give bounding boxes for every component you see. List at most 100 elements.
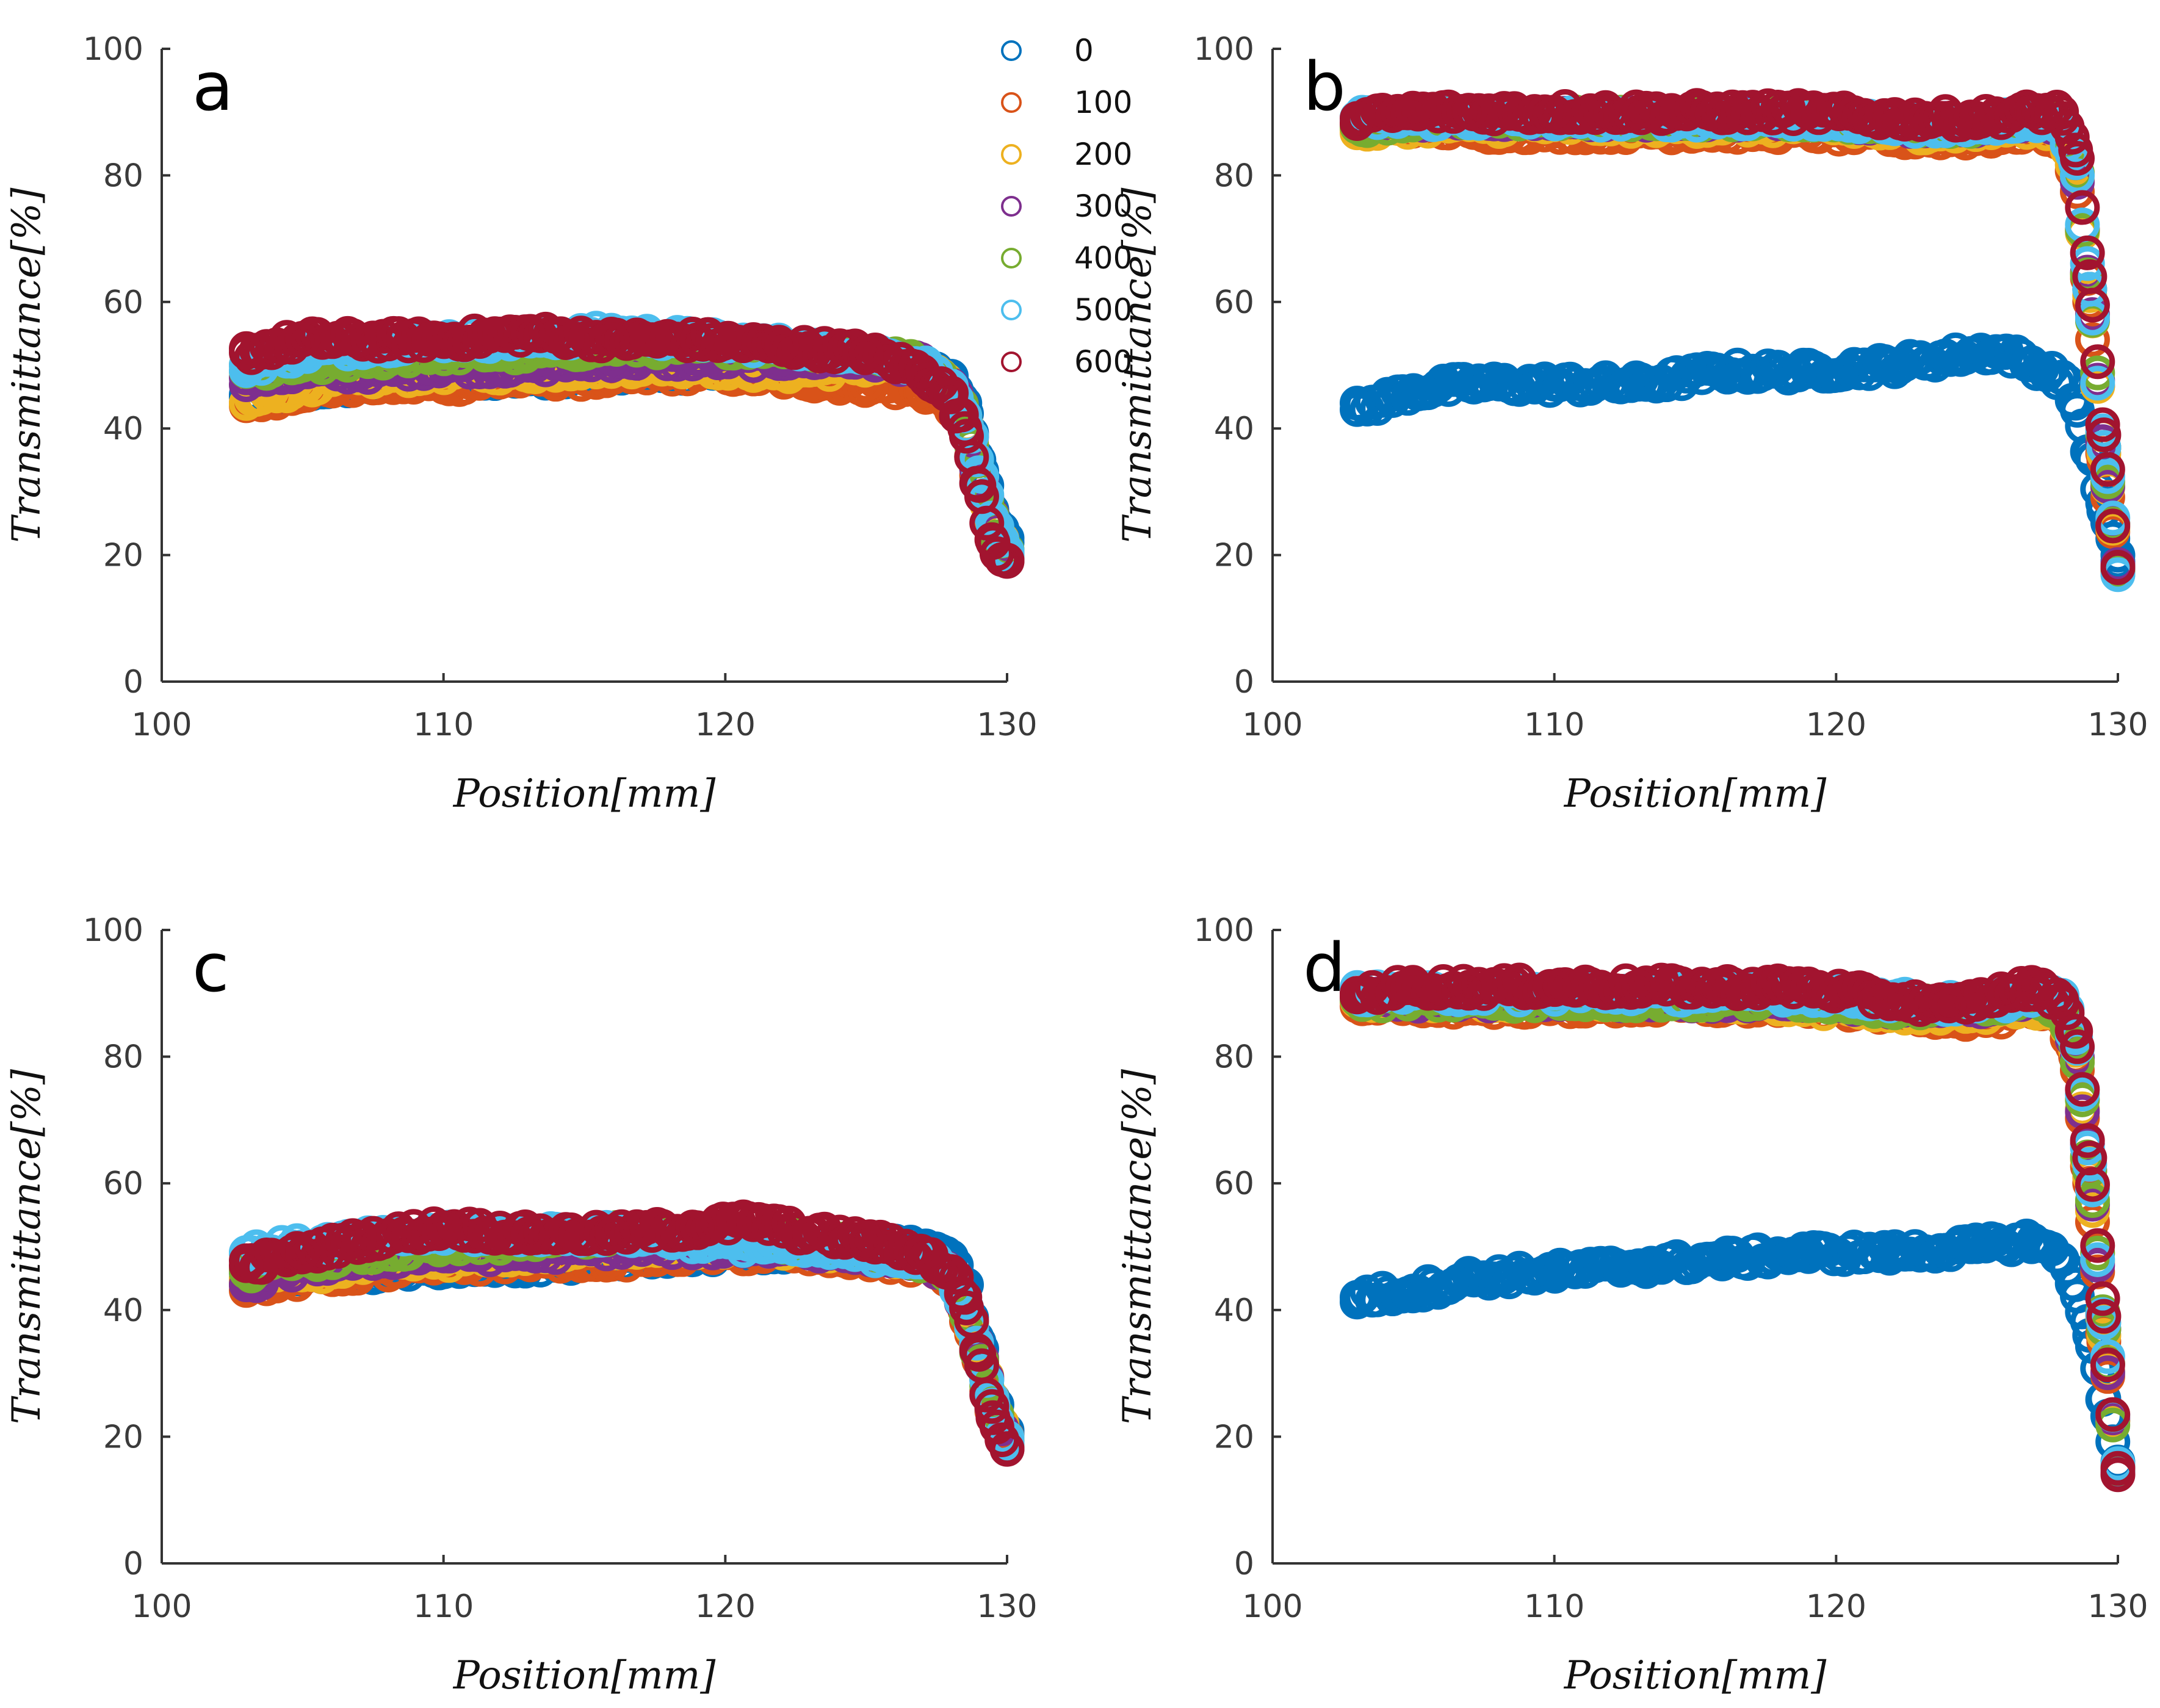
x-tick-label: 130 [977,707,1037,743]
data-point [2065,190,2100,225]
data-point [1340,101,1374,136]
data-point [1537,367,1572,402]
data-point [944,397,979,433]
legend-label: 100 [1074,85,1132,120]
data-point [1452,969,1487,1004]
legend-label: 400 [1074,240,1132,276]
x-axis-label: Position[mm] [453,1653,717,1698]
data-point [939,1259,974,1295]
y-tick-label: 80 [103,157,143,194]
data-point [2058,1014,2093,1049]
series-600 [229,1199,1025,1467]
data-point [2086,1299,2122,1334]
x-tick-label: 120 [1806,1588,1866,1625]
data-point [2095,1407,2131,1443]
data-point [1340,1280,1374,1315]
x-tick-label: 110 [1524,707,1584,743]
legend-label: 200 [1074,137,1132,172]
data-point [2072,1140,2108,1176]
y-tick-label: 100 [1194,31,1254,68]
data-point [848,1223,884,1258]
data-point [2060,158,2095,193]
data-point [2080,355,2115,391]
data-point [595,1216,630,1252]
data-point [1959,101,1995,136]
y-tick-label: 60 [1214,1166,1254,1202]
data-point [764,328,800,364]
y-axis-label: Transmittance[%] [4,1068,49,1424]
legend-marker [1001,248,1022,268]
data-point [1621,367,1656,402]
data-point [947,411,983,446]
legend-marker [1001,92,1022,113]
data-point [1875,348,1910,383]
legend-marker [1001,40,1022,61]
x-tick-label: 130 [2087,1588,2148,1625]
series-600 [1340,962,2136,1493]
data-point [2072,272,2108,307]
data-point [933,1255,969,1290]
y-tick-label: 40 [1214,411,1254,447]
data-point [2095,508,2131,544]
series-600 [1340,88,2136,585]
x-tick-label: 110 [413,707,474,743]
data-point [736,1203,771,1239]
data-point [1875,982,1910,1017]
data-point [2080,1242,2115,1277]
data-point [1959,1229,1995,1264]
y-tick-label: 20 [1214,538,1254,574]
series-600 [229,311,1025,579]
y-tick-label: 80 [103,1039,143,1076]
y-tick-label: 60 [103,1166,143,1202]
data-point [1452,95,1487,130]
data-point [1875,101,1910,136]
x-tick-label: 130 [977,1588,1037,1625]
data-point [229,335,264,370]
data-point [2086,430,2122,465]
data-point [2070,235,2105,270]
data-point [510,1216,546,1252]
legend-marker [1001,144,1022,165]
data-point [341,1223,377,1258]
data-point [1706,95,1741,130]
data-point [2044,982,2079,1017]
data-point [1621,95,1656,130]
data-point [2058,132,2093,168]
data-point [905,1235,940,1270]
data-point [1340,976,1374,1011]
data-point [2044,95,2079,130]
data-point [961,468,997,503]
x-tick-label: 120 [695,707,756,743]
data-point [1706,969,1741,1004]
x-tick-label: 110 [413,1588,474,1625]
data-point [989,544,1025,579]
data-point [2065,1072,2100,1107]
data-point [426,322,461,358]
data-point [2086,417,2122,453]
x-axis-label: Position[mm] [453,771,717,816]
data-point [848,335,884,370]
y-tick-label: 100 [1194,912,1254,949]
data-point [1826,356,1862,392]
legend-label: 300 [1074,189,1132,224]
data-point [905,354,940,389]
data-point [2090,1347,2125,1383]
data-point [933,379,969,414]
data-point [2070,1123,2105,1158]
y-tick-label: 40 [103,1292,143,1329]
data-point [1790,969,1826,1004]
data-point [2016,348,2051,383]
y-tick-label: 0 [123,1546,143,1582]
panel-letter: d [1303,929,1346,1007]
data-point [1875,1235,1910,1270]
y-tick-label: 20 [103,538,143,574]
y-axis-label: Transmittance[%] [1115,187,1160,543]
data-point [1452,367,1487,402]
data-point [341,322,377,358]
y-tick-label: 80 [1214,157,1254,194]
data-point [1452,1261,1487,1296]
data-point [510,316,546,351]
y-tick-label: 0 [1234,664,1254,701]
